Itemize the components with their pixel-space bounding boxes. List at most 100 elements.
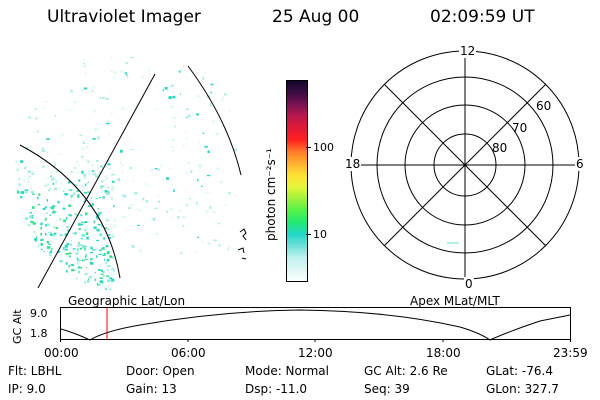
emission-speckle xyxy=(50,206,52,209)
emission-speckle xyxy=(207,150,210,154)
emission-speckle xyxy=(141,76,145,79)
emission-speckle xyxy=(162,89,164,92)
emission-speckle xyxy=(215,63,218,66)
mlat-label-80: 80 xyxy=(492,141,508,155)
emission-speckle xyxy=(40,242,43,246)
emission-speckle xyxy=(28,116,31,119)
emission-speckle xyxy=(78,228,81,230)
emission-speckle xyxy=(97,224,101,226)
emission-speckle xyxy=(84,72,87,75)
emission-speckle xyxy=(22,179,26,182)
emission-speckle xyxy=(109,288,111,291)
emission-speckle xyxy=(83,87,88,90)
emission-speckle xyxy=(23,167,27,170)
emission-speckle xyxy=(79,244,83,246)
emission-speckle xyxy=(117,119,119,121)
emission-speckle xyxy=(59,182,63,185)
emission-speckle xyxy=(188,113,192,117)
emission-speckle xyxy=(171,55,175,58)
emission-speckle xyxy=(79,267,83,269)
emission-speckle xyxy=(101,270,105,274)
emission-speckle xyxy=(30,294,33,296)
emission-speckle xyxy=(76,160,78,164)
emission-speckle xyxy=(209,91,213,94)
emission-speckle xyxy=(35,167,38,169)
emission-speckle xyxy=(97,213,100,217)
emission-speckle xyxy=(41,238,44,241)
emission-speckle xyxy=(46,176,49,179)
emission-speckle xyxy=(64,244,68,248)
emission-speckle xyxy=(236,241,240,244)
emission-speckle xyxy=(45,224,47,227)
emission-speckle xyxy=(113,76,115,80)
emission-speckle xyxy=(50,170,53,174)
emission-speckle xyxy=(59,260,63,262)
emission-speckle xyxy=(84,273,88,275)
emission-speckle xyxy=(20,261,23,265)
emission-speckle xyxy=(59,234,63,236)
emission-speckle xyxy=(166,210,169,213)
meridian-line xyxy=(37,73,156,289)
emission-speckle xyxy=(30,281,34,283)
emission-speckle xyxy=(48,190,50,191)
emission-speckle xyxy=(80,238,83,240)
colorbar-label-10: 10 xyxy=(313,228,327,241)
emission-speckle xyxy=(58,153,62,155)
gc-alt-timeline xyxy=(60,307,571,342)
emission-speckle xyxy=(34,108,37,110)
emission-speckle xyxy=(29,93,32,95)
emission-speckle xyxy=(172,95,176,99)
emission-speckle xyxy=(198,169,201,171)
emission-speckle xyxy=(229,65,233,67)
emission-speckle xyxy=(62,207,66,210)
emission-speckle xyxy=(37,130,39,133)
emission-speckle xyxy=(70,194,74,197)
emission-speckle xyxy=(217,71,220,74)
emission-speckle xyxy=(53,59,57,61)
emission-speckle xyxy=(57,276,61,280)
emission-speckle xyxy=(51,206,55,210)
emission-speckle xyxy=(18,249,20,252)
mlat-label-70: 70 xyxy=(512,121,528,135)
emission-speckle xyxy=(84,228,87,232)
emission-speckle xyxy=(166,90,170,92)
emission-speckle xyxy=(56,170,58,173)
emission-speckle xyxy=(110,70,113,73)
emission-speckle xyxy=(68,181,71,184)
emission-speckle xyxy=(37,196,39,200)
emission-speckle xyxy=(72,170,74,173)
emission-speckle xyxy=(82,245,84,249)
emission-speckle xyxy=(70,171,74,173)
emission-speckle xyxy=(102,97,105,99)
emission-speckle xyxy=(41,147,45,150)
emission-speckle xyxy=(73,101,77,104)
emission-speckle xyxy=(96,229,100,232)
emission-speckle xyxy=(45,212,48,214)
emission-speckle xyxy=(191,60,193,62)
emission-speckle xyxy=(140,112,143,115)
emission-speckle xyxy=(28,175,31,177)
emission-speckle xyxy=(108,237,112,239)
emission-speckle xyxy=(86,182,89,184)
emission-speckle xyxy=(94,278,96,282)
emission-speckle xyxy=(109,168,111,170)
emission-speckle xyxy=(226,133,228,135)
emission-speckle xyxy=(229,109,231,113)
emission-speckle xyxy=(154,168,158,170)
emission-speckle xyxy=(20,112,23,115)
emission-speckle xyxy=(46,183,50,186)
emission-speckle xyxy=(65,253,69,255)
emission-speckle xyxy=(188,115,191,118)
seq-info: Seq: 39 xyxy=(364,382,410,396)
emission-speckle xyxy=(69,189,73,191)
emission-speckle xyxy=(40,227,42,230)
emission-speckle xyxy=(223,253,227,255)
emission-speckle xyxy=(155,233,159,235)
emission-speckle xyxy=(205,210,209,213)
emission-speckle xyxy=(15,241,20,244)
emission-speckle xyxy=(81,185,85,188)
emission-speckle xyxy=(148,185,150,187)
emission-speckle xyxy=(173,116,176,120)
emission-speckle xyxy=(53,232,57,235)
emission-speckle xyxy=(102,179,106,182)
